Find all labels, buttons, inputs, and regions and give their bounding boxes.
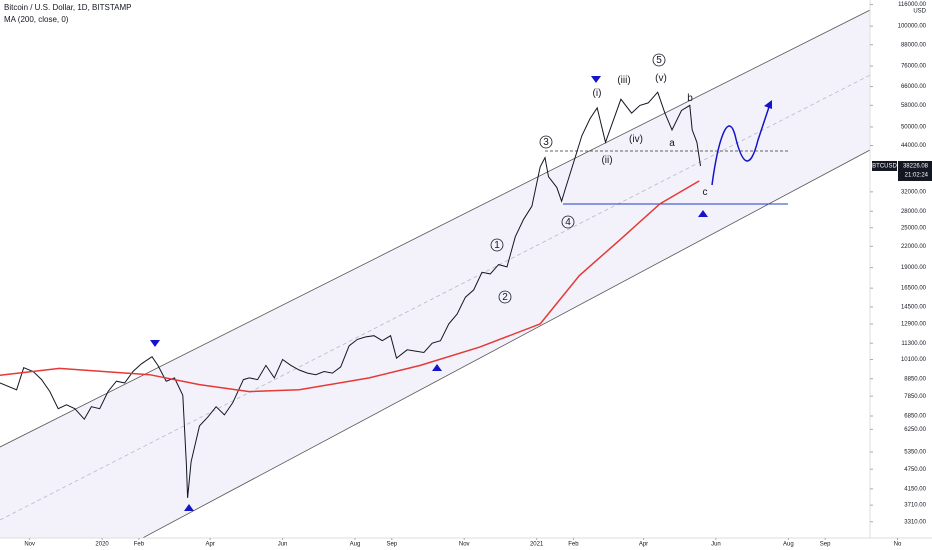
wave-label: (iv) [629,134,643,145]
wave-label: 5 [656,55,662,66]
y-tick-label: 76000.00 [901,64,927,70]
y-tick-label: 6850.00 [904,414,926,420]
price-label: 38226.08 [903,164,929,170]
x-tick-label: Feb [568,542,579,548]
price-axis [870,0,932,538]
x-tick-label: Aug [350,542,361,548]
forecast-arrow [711,103,771,186]
y-tick-label: 100000.00 [898,24,927,30]
wave-circle [652,53,666,67]
x-tick-label: Sep [820,542,831,548]
channel-fill [0,0,890,550]
y-tick-label: 19000.00 [901,265,927,271]
y-tick-label: 50000.00 [901,125,927,131]
legend-title: Bitcoin / U.S. Dollar, 1D, BITSTAMP [4,3,131,12]
wave-circle [539,135,553,149]
x-tick-label: Aug [783,542,794,548]
y-tick-label: 10100.00 [901,357,927,363]
price-box [898,160,932,181]
y-tick-label: 5350.00 [904,450,926,456]
x-tick-label: 2021 [530,542,544,548]
triangle-up [184,504,194,511]
y-tick-label: 7850.00 [904,394,926,400]
symbol-box [872,160,897,171]
wave-label: (ii) [601,155,612,166]
wave-circle [498,290,512,304]
x-tick-label: Feb [134,542,145,548]
y-tick-label: 11300.00 [901,341,926,347]
wave-label: 2 [502,292,508,303]
triangles [150,76,708,511]
y-tick-label: 4150.00 [904,486,926,492]
x-tick-label: Apr [205,542,214,548]
currency: USD [913,9,926,15]
wave-label: (iii) [617,75,630,86]
triangle-down [591,76,601,83]
wave-label: 4 [565,217,571,228]
y-tick-label: 4750.00 [904,467,926,473]
arrow-head [764,100,772,109]
y-tick-label: 3310.00 [904,519,926,525]
triangle-down [150,340,160,347]
y-tick-label: 58000.00 [901,103,927,109]
series-line [0,180,700,393]
y-tick-label: 88000.00 [901,42,927,48]
triangle-up [432,364,442,371]
channel-lower [119,149,871,550]
wave-circle [561,215,575,229]
y-tick-label: 3710.00 [904,503,926,509]
x-tick-label: Jun [278,542,288,548]
wave-label: b [687,93,693,104]
channel-upper [0,0,891,448]
wave-circle [490,238,504,252]
y-tick-label: 28000.00 [901,209,927,215]
time-axis [0,538,932,550]
y-tick-label: 16500.00 [901,286,927,292]
countdown: 21:02:24 [905,173,929,179]
wave-label: 1 [494,240,500,251]
x-tick-label: Sep [386,542,397,548]
y-tick-label: 22000.00 [901,244,927,250]
symbol-label: BTCUSD [872,164,897,170]
wave-label: c [703,187,708,198]
plot: 1 2 3 4 5 (i) (ii) (iii) (iv) (v) a b c [0,53,708,498]
wave-label: a [669,138,675,149]
channel-mid [0,69,881,521]
y-tick-label: 25000.00 [901,225,927,231]
y-tick-label: 66000.00 [901,84,927,90]
x-tick-label: Jun [711,542,721,548]
axes: 116000.00 100000.00 88000.00 76000.00 66000.… [24,2,932,548]
wave-label: 3 [543,137,549,148]
y-tick-label: 116000.00 [898,2,927,8]
x-tick-label: Nov [24,542,35,548]
y-tick-label: 44000.00 [901,143,927,149]
x-tick-label: Nov [459,542,470,548]
y-tick-label: 6250.00 [904,427,926,433]
triangle-up [698,210,708,217]
wave-label: (v) [655,73,667,84]
y-tick-label: 32000.00 [901,189,927,195]
x-tick-label: Apr [639,542,648,548]
y-tick-label: 14500.00 [901,305,927,311]
wave-label: (i) [593,88,602,99]
y-tick-label: 8850.00 [904,376,926,382]
y-tick-label: 12900.00 [901,322,927,328]
legend-ma: MA (200, close, 0) [4,15,69,24]
x-tick-label: 2020 [95,542,109,548]
x-tick-label: No [894,542,902,548]
